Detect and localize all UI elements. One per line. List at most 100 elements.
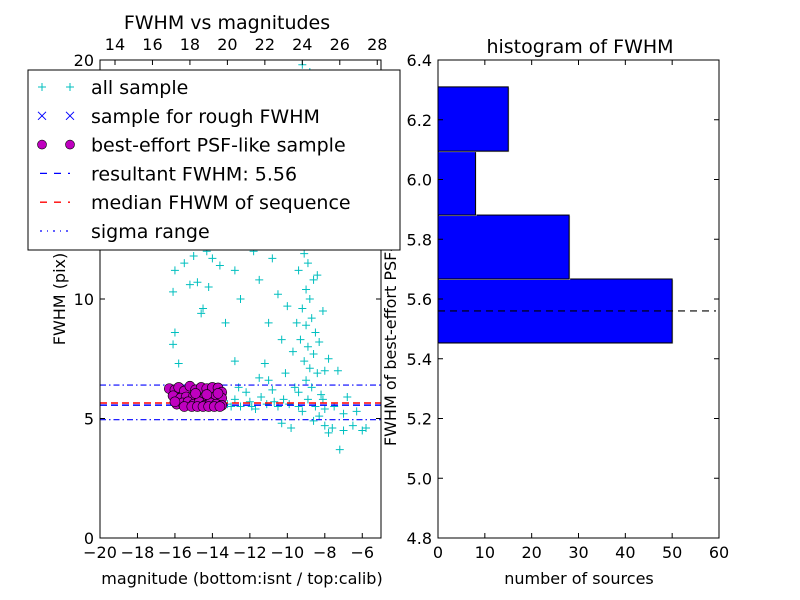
- x-tick-label: −8: [313, 543, 337, 562]
- all-sample-point: [262, 400, 271, 409]
- y-tick-label: 6.4: [407, 51, 432, 70]
- all-sample-point: [339, 426, 348, 435]
- all-sample-point: [339, 409, 348, 418]
- x-tick-label: −10: [270, 543, 304, 562]
- all-sample-point: [343, 392, 352, 401]
- all-sample-point: [298, 407, 307, 416]
- all-sample-point: [255, 373, 264, 382]
- x-tick-label: −12: [233, 543, 267, 562]
- y-tick-label: 5.2: [407, 410, 432, 429]
- y-tick-label: 4.8: [407, 529, 432, 548]
- y-tick-label: 6.0: [407, 171, 432, 190]
- all-sample-point: [303, 259, 312, 268]
- legend-label: median FHWM of sequence: [91, 192, 351, 214]
- all-sample-point: [303, 395, 312, 404]
- circle-marker-icon: [65, 139, 75, 150]
- all-sample-point: [333, 366, 342, 375]
- all-sample-point: [309, 416, 318, 425]
- all-sample-point: [277, 419, 286, 428]
- top-x-tick-label: 24: [292, 35, 312, 54]
- histogram-bar: [437, 278, 673, 344]
- all-sample-point: [285, 400, 294, 409]
- x-tick-label: −14: [196, 543, 230, 562]
- legend-box: [27, 69, 401, 251]
- all-sample-point: [185, 280, 194, 289]
- x-tick-label: 30: [568, 543, 588, 562]
- all-sample-point: [279, 395, 288, 404]
- all-sample-point: [193, 278, 202, 287]
- scatter-ylabel: FWHM (pix): [50, 253, 69, 346]
- all-sample-point: [287, 424, 296, 433]
- all-sample-point: [257, 392, 266, 401]
- all-sample-point: [264, 318, 273, 327]
- all-sample-point: [264, 376, 273, 385]
- legend: all sample sample for rough FWHM best-effo…: [27, 69, 401, 251]
- x-tick-label: 20: [521, 543, 541, 562]
- y-tick-label: 0: [84, 529, 94, 548]
- histogram-bar: [437, 86, 509, 152]
- all-sample-point: [317, 390, 326, 399]
- x-tick-label: −20: [83, 543, 117, 562]
- y-tick-label: 20: [74, 51, 94, 70]
- all-sample-point: [362, 424, 371, 433]
- all-sample-point: [320, 404, 329, 413]
- all-sample-point: [247, 402, 256, 411]
- all-sample-point: [311, 328, 320, 337]
- all-sample-point: [227, 402, 236, 411]
- legend-label: best-effort PSF-like sample: [91, 135, 346, 157]
- histogram-xlabel: number of sources: [504, 569, 654, 588]
- all-sample-point: [294, 266, 303, 275]
- all-sample-point: [348, 421, 357, 430]
- all-sample-point: [318, 395, 327, 404]
- y-tick-label: 5.6: [407, 290, 432, 309]
- x-tick-label: 0: [433, 543, 443, 562]
- top-x-tick-label: 14: [105, 35, 125, 54]
- all-sample-point: [277, 335, 286, 344]
- y-tick-label: 5.0: [407, 469, 432, 488]
- all-sample-point: [302, 321, 311, 330]
- y-tick-label: 5: [84, 410, 94, 429]
- histogram-plot: 0 10 20 30 40 50 60 4.8 5.0 5.2 5.4 5.6 5.8 6.0 6.2 6.4: [407, 51, 730, 562]
- all-sample-point: [170, 266, 179, 275]
- all-sample-point: [328, 424, 337, 433]
- psf-sample-point: [212, 388, 224, 399]
- scatter-xlabel: magnitude (bottom:isnt / top:calib): [101, 569, 382, 588]
- x-tick-label: 40: [615, 543, 635, 562]
- legend-label: resultant FWHM: 5.56: [91, 163, 297, 185]
- x-tick-label: 60: [709, 543, 729, 562]
- all-sample-point: [305, 364, 314, 373]
- all-sample-point: [283, 302, 292, 311]
- all-sample-point: [268, 385, 277, 394]
- legend-label: all sample: [91, 77, 188, 99]
- all-sample-point: [255, 275, 264, 284]
- all-sample-point: [320, 421, 329, 430]
- x-marker-icon: [65, 111, 75, 121]
- all-sample-point: [300, 249, 309, 258]
- all-sample-point: [189, 251, 198, 260]
- all-sample-point: [315, 412, 324, 421]
- all-sample-point: [230, 395, 239, 404]
- all-sample-point: [204, 283, 213, 292]
- all-sample-point: [324, 354, 333, 363]
- scatter-title: FWHM vs magnitudes: [124, 12, 330, 34]
- plus-marker-icon: [38, 83, 46, 91]
- all-sample-point: [311, 402, 320, 411]
- all-sample-point: [292, 318, 301, 327]
- x-marker-icon: [37, 111, 47, 121]
- psf-sample-point: [214, 401, 226, 412]
- all-sample-point: [208, 254, 217, 263]
- legend-label: sigma range: [91, 221, 210, 243]
- x-tick-label: 10: [475, 543, 495, 562]
- all-sample-point: [215, 261, 224, 270]
- all-sample-point: [180, 259, 189, 268]
- y-tick-label: 5.8: [407, 230, 432, 249]
- all-sample-point: [230, 357, 239, 366]
- all-sample-point: [273, 402, 282, 411]
- all-sample-point: [302, 285, 311, 294]
- all-sample-point: [242, 388, 251, 397]
- all-sample-point: [260, 359, 269, 368]
- all-sample-point: [294, 402, 303, 411]
- y-tick-label: 10: [74, 290, 94, 309]
- all-sample-point: [170, 328, 179, 337]
